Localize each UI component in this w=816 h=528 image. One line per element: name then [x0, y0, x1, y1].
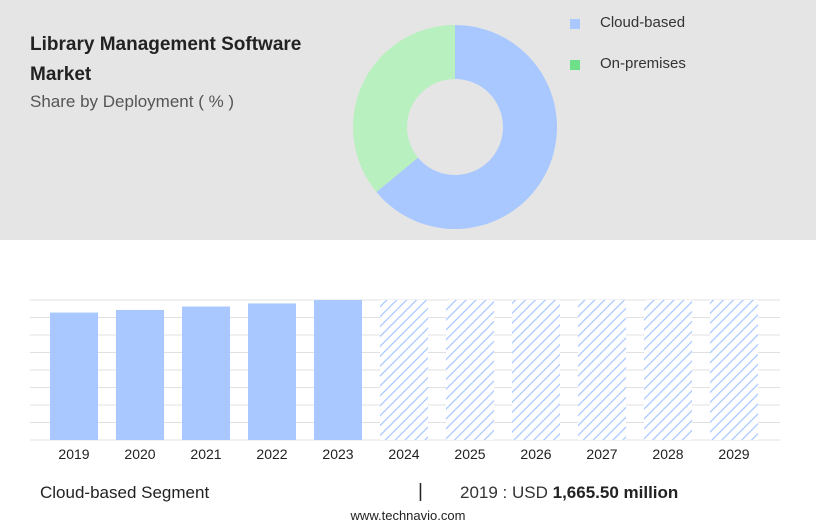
segment-value: 2019 : USD 1,665.50 million [460, 483, 678, 503]
legend-item-on-premises: On-premises [568, 55, 768, 75]
bar-2022 [248, 303, 296, 440]
legend-label-on-premises: On-premises [600, 55, 686, 72]
x-tick-label-2028: 2028 [652, 446, 683, 462]
segment-value-amount: 1,665.50 million [552, 483, 679, 502]
source-link[interactable]: www.technavio.com [350, 508, 466, 523]
x-tick-label-2026: 2026 [520, 446, 551, 462]
footer-separator: | [418, 481, 423, 502]
bar-2029 [710, 300, 758, 440]
x-tick-label-2025: 2025 [454, 446, 485, 462]
segment-label: Cloud-based Segment [40, 483, 210, 502]
legend-label-cloud-based: Cloud-based [600, 14, 686, 31]
legend-swatch-on-premises [570, 60, 580, 70]
x-tick-label-2024: 2024 [388, 446, 419, 462]
x-tick-label-2027: 2027 [586, 446, 617, 462]
bar-2028 [644, 300, 692, 440]
x-tick-label-2021: 2021 [190, 446, 221, 462]
x-tick-label-2020: 2020 [124, 446, 155, 462]
chart-subtitle: Share by Deployment ( % ) [30, 92, 235, 111]
donut-chart [353, 25, 557, 230]
bar-2020 [116, 309, 164, 440]
chart-title: Library Management Software Market [30, 34, 302, 85]
bar-2024 [380, 300, 428, 440]
donut-slice-cloud-based [376, 25, 557, 230]
bar-chart: 2019 2020 2021 2022 2023 2024 2025 2026 2027 2028… [30, 299, 780, 462]
bar-2026 [512, 300, 560, 440]
bar-2027 [578, 300, 626, 440]
x-tick-label-2029: 2029 [718, 446, 749, 462]
legend-item-cloud-based: Cloud-based [568, 14, 768, 34]
bar-2019 [50, 312, 98, 440]
bar-2021 [182, 306, 230, 440]
x-tick-label-2023: 2023 [322, 446, 353, 462]
bar-2025 [446, 300, 494, 440]
bar-2023 [314, 300, 362, 440]
segment-year-label: 2019 : USD [460, 483, 548, 502]
x-tick-label-2022: 2022 [256, 446, 287, 462]
legend-swatch-cloud-based [570, 19, 580, 29]
x-tick-label-2019: 2019 [58, 446, 89, 462]
donut-slice-on-premises [353, 25, 455, 193]
